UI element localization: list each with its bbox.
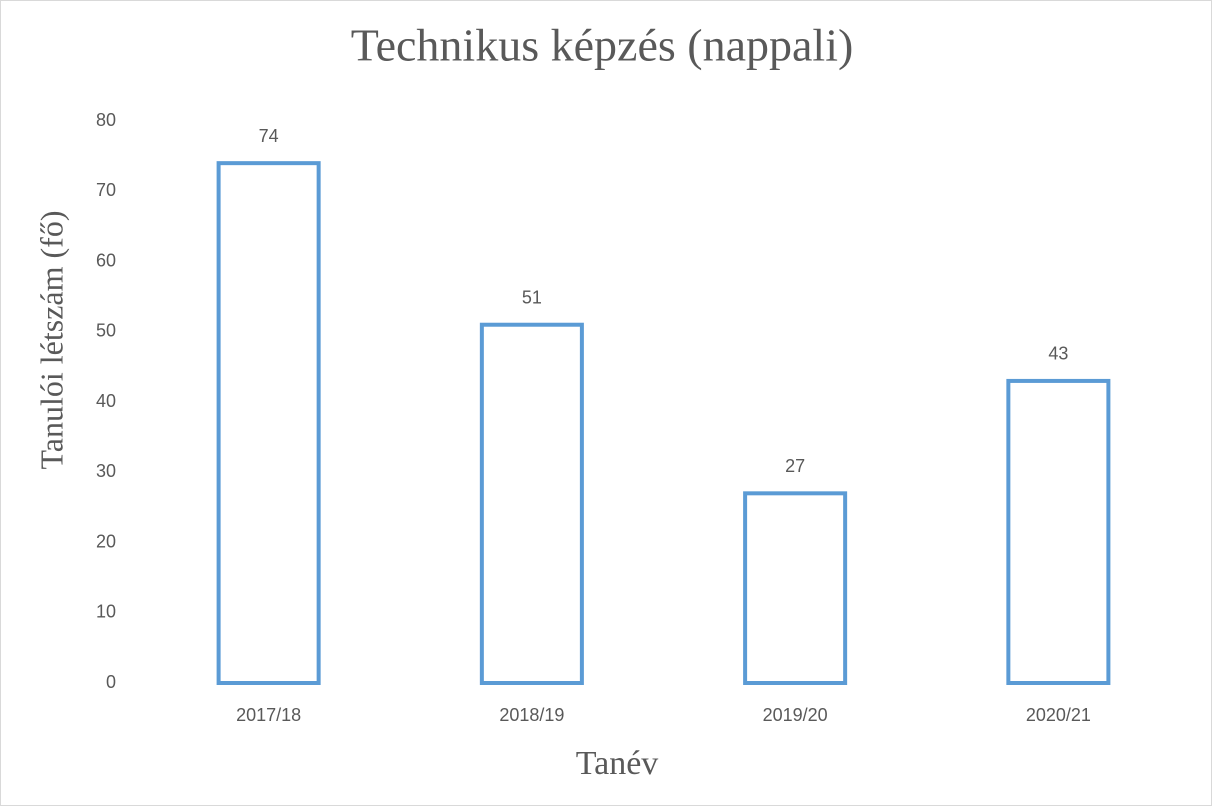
- bar: [479, 322, 584, 685]
- y-tick-label: 0: [106, 672, 116, 692]
- y-tick-label: 80: [96, 110, 116, 130]
- data-label: 27: [785, 456, 805, 476]
- bar: [743, 491, 848, 686]
- y-axis-label: Tanulói létszám (fő): [33, 211, 69, 470]
- y-tick-label: 30: [96, 461, 116, 481]
- y-tick-label: 70: [96, 180, 116, 200]
- data-label: 43: [1048, 344, 1068, 364]
- data-label: 74: [259, 126, 279, 146]
- x-tick-label: 2019/20: [763, 705, 828, 725]
- data-label: 51: [522, 287, 542, 307]
- x-tick-label: 2018/19: [499, 705, 564, 725]
- x-tick-label: 2020/21: [1026, 705, 1091, 725]
- x-axis-label: Tanév: [576, 745, 659, 782]
- chart-title: Technikus képzés (nappali): [351, 20, 854, 71]
- bar: [216, 161, 321, 685]
- y-tick-label: 20: [96, 531, 116, 551]
- bar: [1006, 378, 1111, 685]
- y-tick-label: 10: [96, 602, 116, 622]
- x-tick-label: 2017/18: [236, 705, 301, 725]
- y-tick-label: 60: [96, 250, 116, 270]
- y-tick-label: 40: [96, 391, 116, 411]
- y-tick-label: 50: [96, 321, 116, 341]
